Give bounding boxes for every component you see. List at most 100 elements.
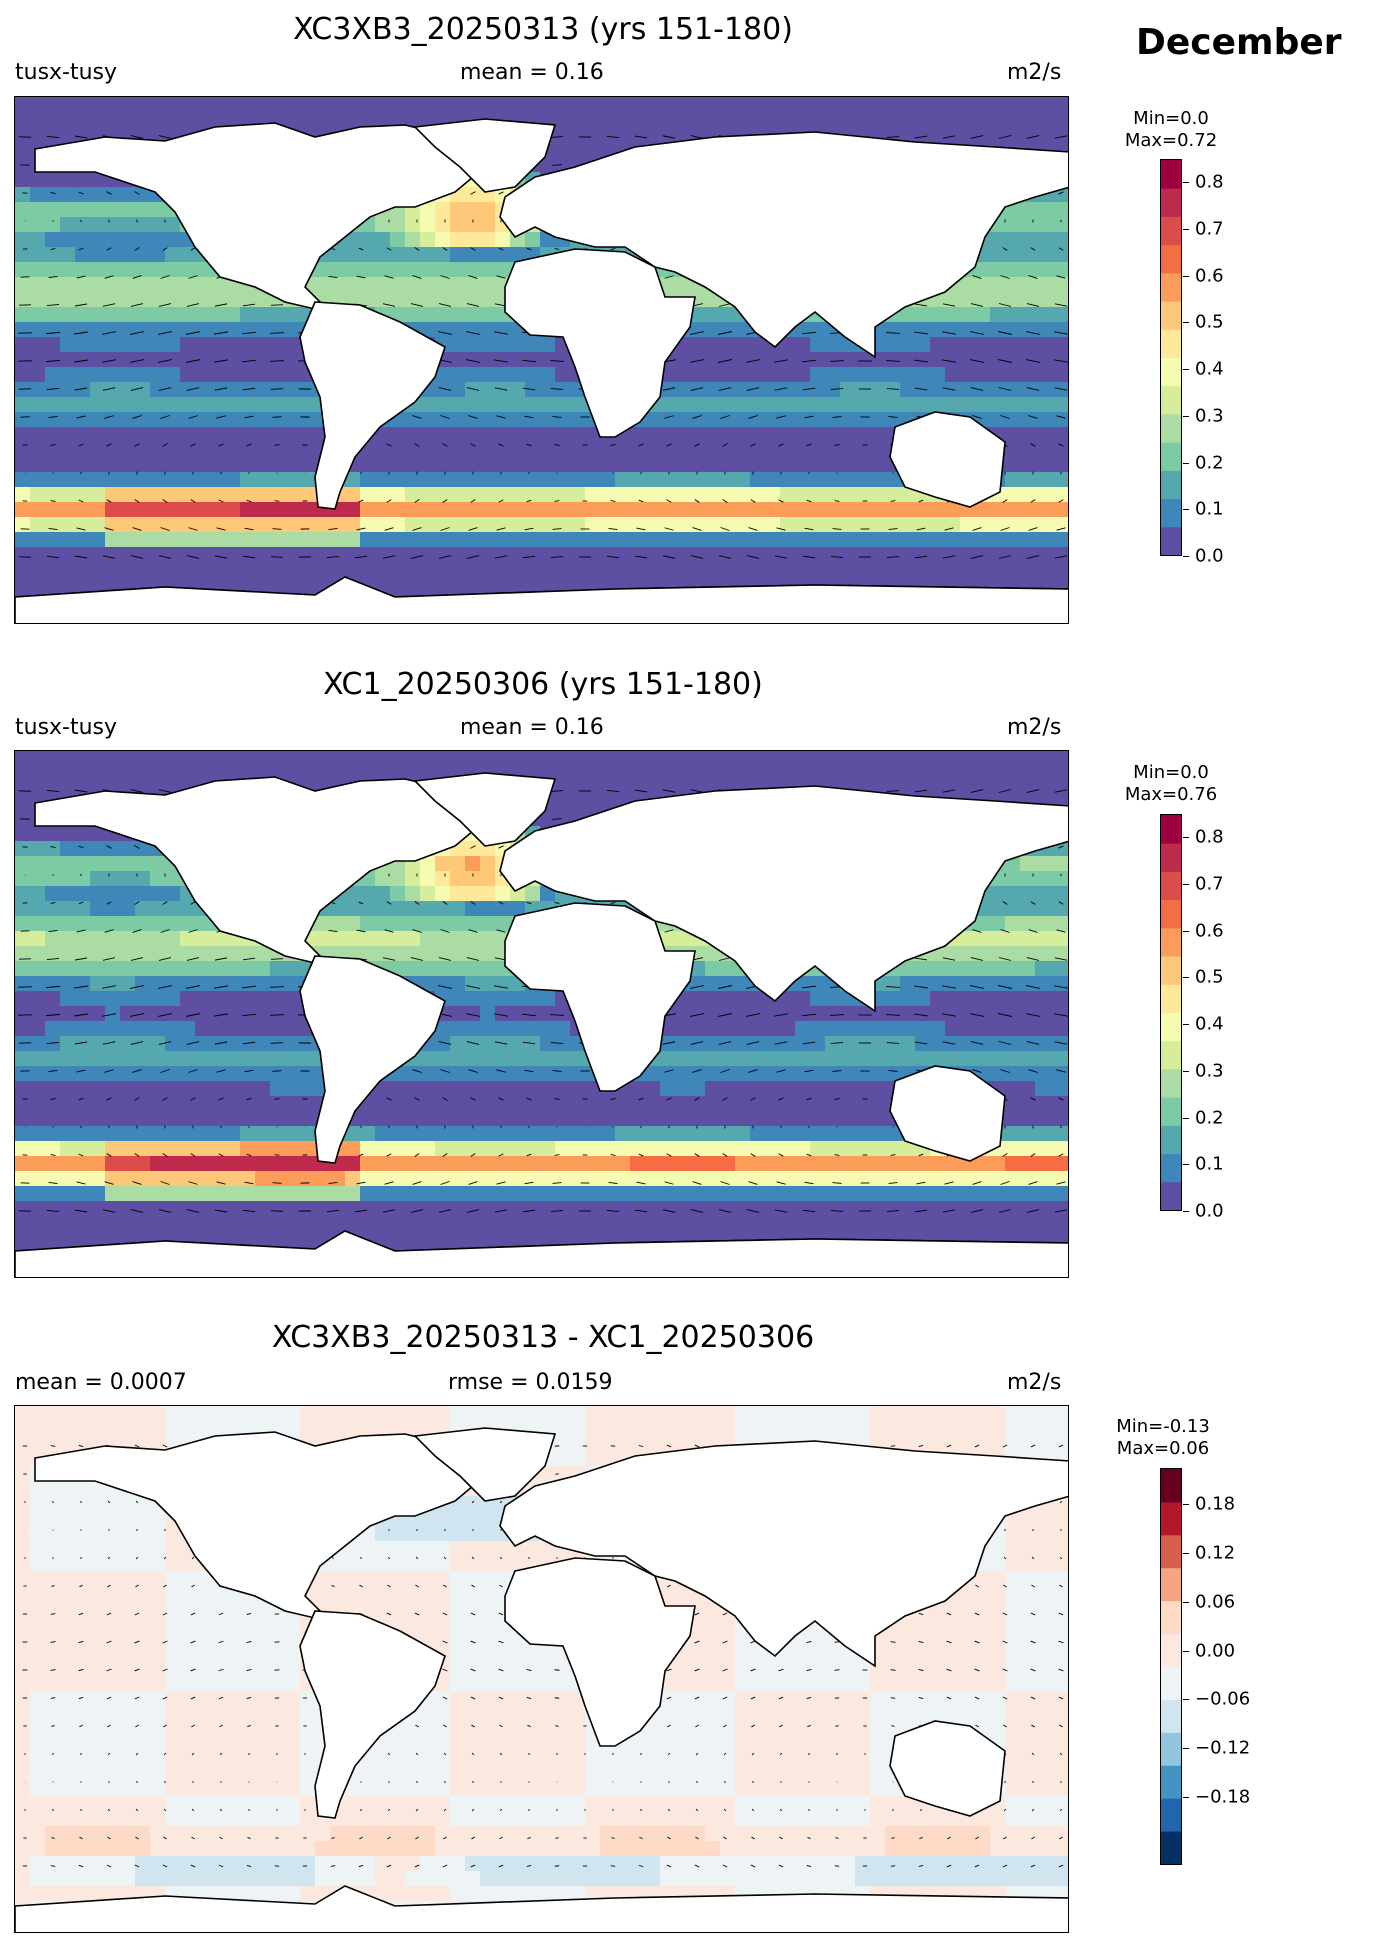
colorbar-tick [1183,415,1189,417]
colorbar-segment [1161,385,1181,415]
south-america-landmass [299,301,446,510]
colorbar-segment [1161,1534,1181,1569]
colorbar-tick [1183,1504,1189,1506]
colorbar-tick-label: 0.2 [1195,452,1224,474]
panel3-colorbar [1160,1468,1182,1865]
colorbar-tick [1183,229,1189,231]
panel3-colorbar-fill [1161,1469,1181,1865]
panel1-minmax: Min=0.0 Max=0.72 [1125,108,1217,152]
australia-landmass [889,1065,1006,1162]
land-masses [15,1427,1068,1932]
colorbar-segment [1161,1831,1181,1865]
colorbar-tick-label: 0.1 [1195,1153,1224,1175]
panel2-map-canvas [15,751,1068,1277]
colorbar-tick [1183,322,1189,324]
greenland-landmass [413,118,557,193]
panel3-minmax: Min=-0.13 Max=0.06 [1116,1416,1210,1460]
colorbar-tick-label: 0.4 [1195,358,1224,380]
colorbar-tick-label: 0.1 [1195,498,1224,520]
colorbar-segment [1161,244,1181,274]
colorbar-segment [1161,871,1181,901]
colorbar-segment [1161,956,1181,985]
panel1-variable-label: tusx-tusy [15,60,118,85]
colorbar-tick [1183,837,1189,839]
colorbar-tick [1183,509,1189,511]
colorbar-tick-label: 0.18 [1195,1493,1236,1515]
colorbar-tick [1183,1070,1189,1072]
colorbar-tick [1183,1699,1189,1701]
greenland-landmass [413,1427,557,1502]
colorbar-tick [1183,1553,1189,1555]
north-america-landmass [34,122,487,313]
greenland-landmass [413,772,557,847]
colorbar-tick [1183,182,1189,184]
colorbar-segment [1161,526,1181,556]
colorbar-segment [1161,843,1181,872]
colorbar-tick-label: 0.8 [1195,826,1224,848]
colorbar-tick-label: 0.06 [1195,1591,1236,1613]
eurasia-landmass [499,131,1068,359]
panel2-colorbar [1160,814,1182,1211]
colorbar-tick [1183,977,1189,979]
north-america-landmass [34,1431,487,1622]
colorbar-segment [1161,301,1181,330]
panel1-map-canvas [15,97,1068,623]
colorbar-segment [1161,1633,1181,1667]
panel3-title: XC3XB3_20250313 - XC1_20250306 [271,1320,815,1355]
colorbar-tick [1183,1796,1189,1798]
colorbar-segment [1161,1012,1181,1042]
colorbar-tick-label: 0.3 [1195,405,1224,427]
panel1-colorbar-fill [1161,160,1181,556]
colorbar-tick-label: 0.0 [1195,545,1224,567]
colorbar-segment [1161,1732,1181,1766]
colorbar-tick [1183,1117,1189,1119]
panel2-max-label: Max=0.76 [1124,784,1218,805]
colorbar-tick [1183,1211,1189,1212]
panel3-mean-label: mean = 0.0007 [15,1370,187,1395]
colorbar-tick-label: 0.6 [1195,920,1224,942]
panel3-rmse-label: rmse = 0.0159 [448,1370,613,1395]
panel2-mean-label: mean = 0.16 [460,715,604,740]
panel1-units-label: m2/s [1007,60,1062,85]
australia-landmass [889,1720,1006,1817]
colorbar-tick-label: 0.00 [1195,1640,1236,1662]
colorbar-tick [1183,275,1189,277]
colorbar-segment [1161,470,1181,500]
colorbar-segment [1161,1765,1181,1799]
colorbar-tick [1183,1650,1189,1652]
panel1-min-label: Min=0.0 [1133,108,1209,129]
panel2-title: XC1_20250306 (yrs 151-180) [323,667,763,702]
colorbar-tick-label: 0.6 [1195,265,1224,287]
antarctica-outline [15,576,1068,623]
colorbar-tick [1183,1164,1189,1166]
south-america-landmass [299,955,446,1164]
colorbar-tick [1183,884,1189,886]
colorbar-segment [1161,1125,1181,1155]
colorbar-tick-label: 0.12 [1195,1542,1236,1564]
panel3-map [14,1405,1069,1933]
eurasia-landmass [499,1440,1068,1668]
panel3-map-canvas [15,1406,1068,1932]
colorbar-segment [1161,1040,1181,1070]
north-america-landmass [34,776,487,967]
colorbar-tick [1183,1024,1189,1026]
colorbar-tick [1183,369,1189,371]
panel3-min-label: Min=-0.13 [1116,1416,1210,1437]
colorbar-tick [1183,462,1189,464]
colorbar-tick-label: 0.4 [1195,1013,1224,1035]
colorbar-segment [1161,188,1181,217]
colorbar-tick-label: −0.12 [1195,1737,1251,1759]
colorbar-tick-label: 0.7 [1195,873,1224,895]
colorbar-tick-label: 0.5 [1195,311,1224,333]
panel2-map [14,750,1069,1278]
panel3-max-label: Max=0.06 [1116,1438,1210,1459]
colorbar-segment [1161,160,1181,189]
panel1-colorbar [1160,159,1182,556]
panel1-title: XC3XB3_20250313 (yrs 151-180) [293,12,793,47]
panel2-minmax: Min=0.0 Max=0.76 [1125,762,1217,806]
panel3-units-label: m2/s [1007,1370,1062,1395]
colorbar-segment [1161,984,1181,1013]
month-title: December [1136,22,1342,63]
colorbar-tick-label: 0.7 [1195,218,1224,240]
panel1-max-label: Max=0.72 [1124,130,1218,151]
